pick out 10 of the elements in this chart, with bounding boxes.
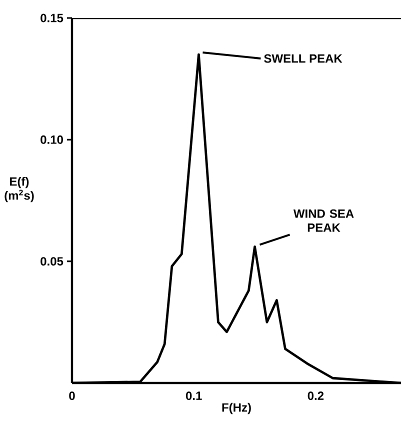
x-tick-label: 0.2: [308, 392, 324, 400]
y-tick-label: 0.05: [40, 257, 64, 266]
x-tick-label: 0.1: [186, 392, 202, 400]
y-tick-label: 0.15: [40, 14, 64, 22]
annotation: WIND SEA PEAK: [293, 209, 354, 232]
annotation: SWELL PEAK: [264, 54, 342, 63]
y-tick-label: 0.10: [40, 135, 63, 144]
x-tick-label: 0: [69, 392, 75, 400]
y-axis-title: E(f) (m$^{2}$s): [4, 176, 34, 202]
x-axis-title: F(Hz): [222, 402, 251, 414]
